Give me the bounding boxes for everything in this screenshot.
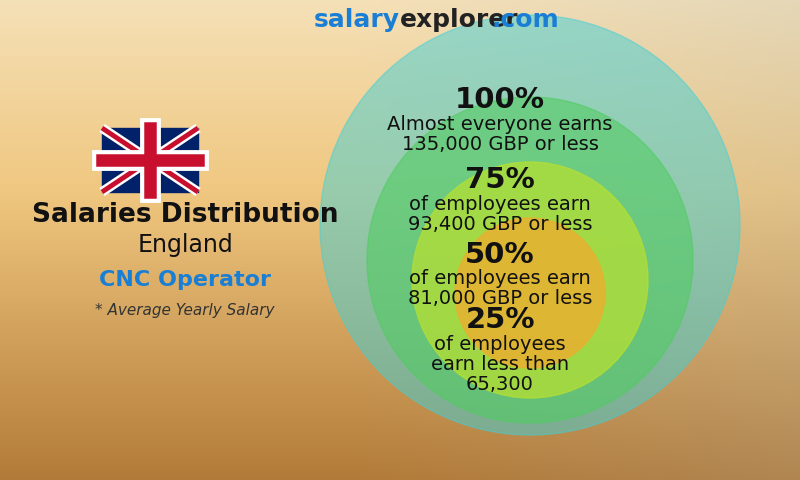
Text: CNC Operator: CNC Operator <box>99 270 271 290</box>
Circle shape <box>320 15 740 435</box>
Text: 135,000 GBP or less: 135,000 GBP or less <box>402 134 598 154</box>
Text: earn less than: earn less than <box>431 355 569 373</box>
Text: 100%: 100% <box>455 86 545 114</box>
Text: of employees earn: of employees earn <box>409 269 591 288</box>
Text: 65,300: 65,300 <box>466 374 534 394</box>
Text: .com: .com <box>492 8 560 32</box>
Text: 81,000 GBP or less: 81,000 GBP or less <box>408 289 592 309</box>
Text: 93,400 GBP or less: 93,400 GBP or less <box>408 215 592 233</box>
Text: of employees: of employees <box>434 335 566 353</box>
Text: of employees earn: of employees earn <box>409 194 591 214</box>
Text: * Average Yearly Salary: * Average Yearly Salary <box>95 302 274 317</box>
Text: explorer: explorer <box>400 8 518 32</box>
Text: 75%: 75% <box>465 166 535 194</box>
Circle shape <box>412 162 648 398</box>
Text: 50%: 50% <box>465 241 535 269</box>
Text: England: England <box>137 233 233 257</box>
Circle shape <box>455 218 605 368</box>
Text: 25%: 25% <box>466 306 534 334</box>
Circle shape <box>367 97 693 423</box>
Text: Almost everyone earns: Almost everyone earns <box>387 115 613 133</box>
Bar <box>102 128 198 192</box>
Text: Salaries Distribution: Salaries Distribution <box>32 202 338 228</box>
Text: salary: salary <box>314 8 400 32</box>
